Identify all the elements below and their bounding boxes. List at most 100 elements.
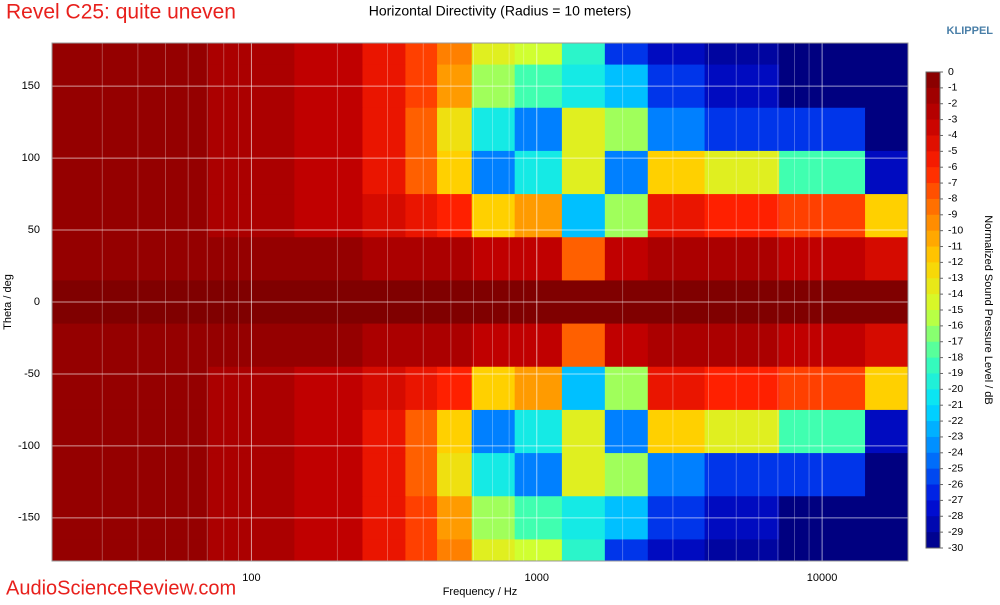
contour-cell [865, 43, 909, 66]
colorbar-label: Normalized Sound Pressure Level / dB [982, 215, 994, 405]
contour-cell [294, 323, 363, 368]
contour-cell [561, 237, 606, 281]
colorbar-band [926, 357, 940, 374]
contour-cell [52, 237, 110, 281]
colorbar-band [926, 183, 940, 200]
contour-cell [108, 43, 209, 66]
contour-cell [647, 150, 706, 195]
contour-cell [294, 366, 363, 411]
colorbar-band [926, 452, 940, 470]
contour-cell [561, 323, 606, 368]
colorbar-tick-label: -25 [948, 462, 963, 474]
colorbar-tick-label: -14 [948, 288, 963, 300]
colorbar-tick-label: -1 [948, 82, 957, 94]
colorbar-band [926, 341, 940, 359]
contour-cell [294, 409, 363, 454]
colorbar-tick-label: -5 [948, 145, 957, 157]
chart-title: Horizontal Directivity (Radius = 10 mete… [369, 3, 632, 19]
colorbar-tick-label: -8 [948, 193, 957, 205]
contour-cell [604, 237, 649, 281]
contour-cell [647, 194, 706, 238]
colorbar-band [926, 310, 940, 327]
colorbar-tick-label: -6 [948, 161, 957, 173]
contour-cell [514, 150, 563, 195]
contour-cell [362, 323, 406, 368]
contour-cell [405, 107, 438, 152]
contour-cell [471, 107, 516, 152]
plot-frame [51, 42, 909, 562]
contour-cell [294, 539, 363, 562]
colorbar-tick-label: -27 [948, 494, 963, 506]
colorbar-band [926, 468, 940, 486]
contour-cell [604, 194, 649, 238]
contour-cell [405, 150, 438, 195]
colorbar-tick-label: -4 [948, 129, 957, 141]
contour-cell [704, 237, 780, 281]
y-tick-label: 100 [22, 152, 40, 164]
contour-cell [52, 107, 110, 152]
colorbar-tick-label: -19 [948, 367, 963, 379]
colorbar-band [926, 532, 940, 549]
contour-cell [514, 43, 563, 66]
contour-cell [294, 107, 363, 152]
contour-cell [437, 194, 473, 238]
contour-cell [704, 43, 780, 66]
contour-cell [865, 194, 909, 238]
contour-cell [704, 366, 780, 411]
contour-cell [647, 409, 706, 454]
contour-cell [405, 194, 438, 238]
contour-cell [405, 366, 438, 411]
contour-cell [471, 366, 516, 411]
contour-cell [514, 323, 563, 368]
contour-cell [52, 150, 110, 195]
contour-cell [362, 539, 406, 562]
contour-cell [865, 323, 909, 368]
contour-cell [561, 539, 606, 562]
brand: KLIPPEL [947, 25, 994, 37]
contour-cell [108, 150, 209, 195]
y-tick-label: 0 [34, 296, 40, 308]
colorbar-tick-label: -18 [948, 351, 963, 363]
colorbar-band [926, 436, 940, 454]
colorbar-band [926, 373, 940, 390]
contour-cell [471, 150, 516, 195]
contour-cell [604, 453, 649, 497]
colorbar-tick-label: -7 [948, 177, 957, 189]
contour-cell [514, 107, 563, 152]
colorbar-tick-label: -12 [948, 256, 963, 268]
contour-cell [865, 150, 909, 195]
contour-cell [52, 323, 110, 368]
contour-cell [362, 43, 406, 66]
colorbar-band [926, 500, 940, 517]
contour-cell [647, 539, 706, 562]
contour-cell [437, 323, 473, 368]
contour-cell [362, 194, 406, 238]
colorbar-band [926, 214, 940, 232]
contour-cell [362, 237, 406, 281]
colorbar-tick-label: -3 [948, 113, 957, 125]
x-tick-label: 1000 [525, 572, 549, 584]
contour-cell [405, 43, 438, 66]
colorbar-band [926, 325, 940, 343]
contour-cell [604, 107, 649, 152]
colorbar-tick-label: -13 [948, 272, 963, 284]
colorbar-band [926, 72, 940, 89]
contour-cell [437, 366, 473, 411]
y-tick-label: -150 [18, 512, 40, 524]
contour-cell [52, 194, 110, 238]
contour-cell [108, 194, 209, 238]
colorbar-band [926, 484, 940, 501]
contour-cell [514, 409, 563, 454]
colorbar-tick-label: -23 [948, 431, 963, 443]
contour-cell [704, 539, 780, 562]
contour-cell [604, 323, 649, 368]
contour-cell [704, 194, 780, 238]
colorbar-band [926, 246, 940, 263]
colorbar-tick-label: -11 [948, 240, 963, 252]
contour-cell [514, 237, 563, 281]
contour-cell [471, 323, 516, 368]
colorbar-tick-label: -22 [948, 415, 963, 427]
contour-cell [514, 366, 563, 411]
contour-cell [437, 409, 473, 454]
x-tick-label: 100 [242, 572, 260, 584]
